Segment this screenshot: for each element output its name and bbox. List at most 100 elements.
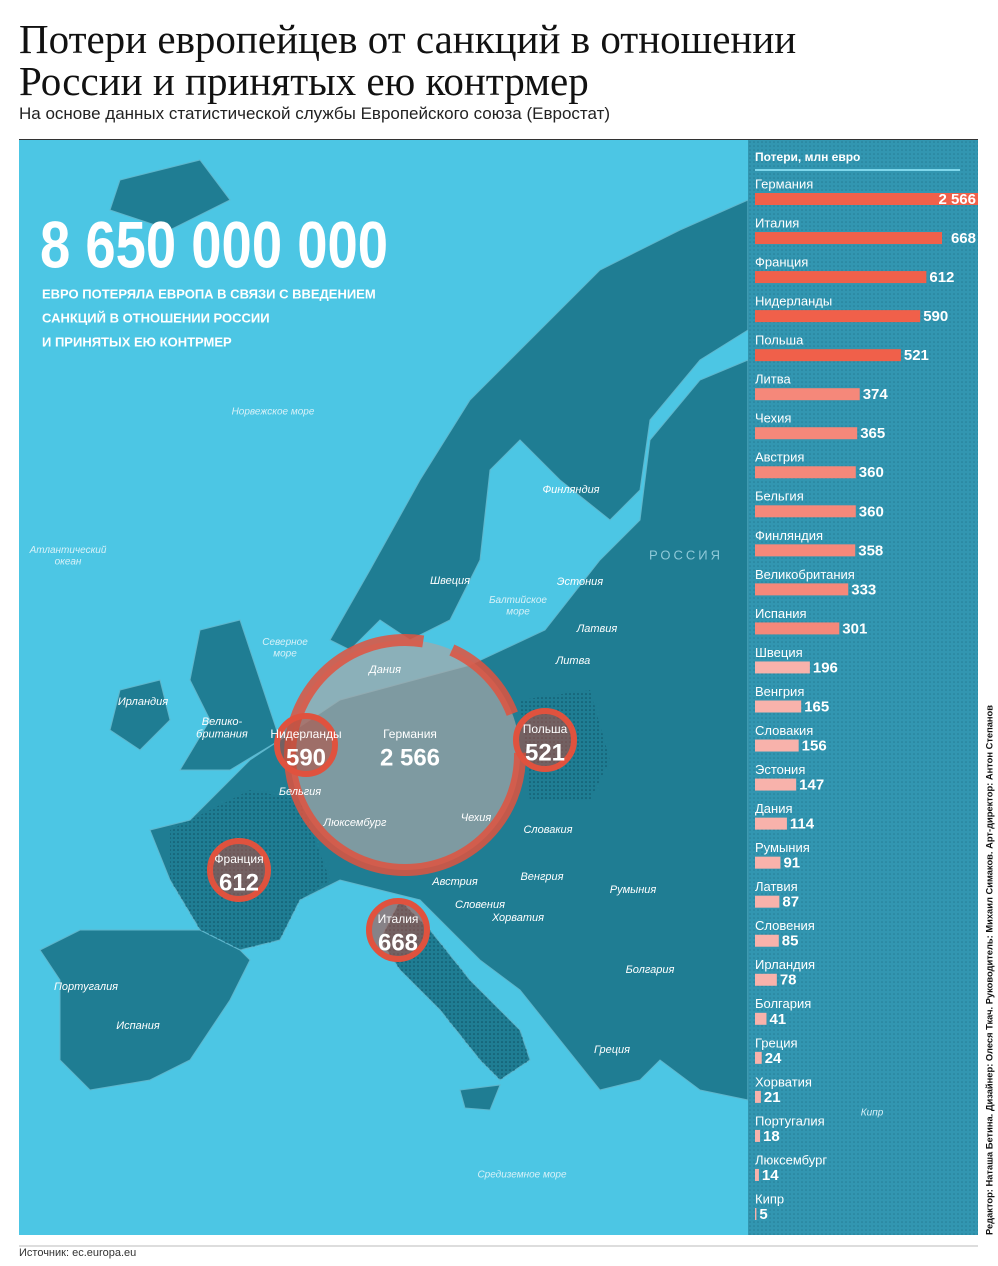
category-label: Австрия: [755, 450, 804, 465]
bar: [755, 856, 781, 869]
category-label: Кипр: [755, 1191, 784, 1206]
country-label: Болгария: [626, 964, 675, 976]
credits: Редактор: Наташа Бетина. Дизайнер: Олеся…: [984, 705, 994, 1235]
value-label: 156: [802, 738, 827, 755]
category-label: Литва: [755, 372, 792, 387]
value-label: 18: [763, 1128, 780, 1145]
value-label: 196: [813, 659, 838, 676]
value-label: 14: [762, 1167, 779, 1184]
marker-value: 521: [525, 739, 565, 766]
category-label: Словакия: [755, 723, 813, 738]
bar: [755, 1168, 759, 1181]
category-label: Словения: [755, 918, 815, 933]
chart-title: Потери, млн евро: [755, 150, 860, 164]
bar: [755, 232, 943, 245]
bar: [755, 583, 849, 596]
value-label: 85: [782, 933, 799, 950]
category-label: Италия: [755, 215, 799, 230]
source: Источник: ec.europa.eu: [19, 1247, 137, 1259]
bar: [755, 622, 840, 635]
value-label: 2 566: [938, 191, 976, 208]
country-label: Латвия: [576, 623, 618, 635]
category-label: Ирландия: [755, 957, 815, 972]
country-label: Швеция: [430, 575, 470, 587]
bar: [755, 349, 901, 362]
marker-ring: [207, 838, 271, 902]
marker-ring: [366, 898, 430, 962]
bar: [755, 661, 810, 674]
value-label: 333: [851, 581, 876, 598]
value-label: 301: [842, 620, 867, 637]
sea-label: Балтийское море: [489, 595, 547, 618]
category-label: Греция: [755, 1035, 798, 1050]
bar: [755, 388, 860, 401]
marker-ring: [274, 713, 338, 777]
marker-name: Франция: [214, 852, 263, 866]
category-label: Хорватия: [755, 1074, 812, 1089]
country-label: Люксембург: [323, 817, 387, 829]
category-label: Болгария: [755, 996, 811, 1011]
category-label: Великобритания: [755, 567, 855, 582]
value-label: 24: [765, 1050, 782, 1067]
category-label: Финляндия: [755, 528, 823, 543]
country-label: Испания: [116, 1020, 160, 1032]
country-label: Кипр: [861, 1108, 884, 1119]
marker-name: Германия: [383, 727, 437, 741]
sea-label: Средиземное море: [477, 1170, 567, 1181]
value-label: 358: [858, 542, 883, 559]
country-label: Австрия: [431, 876, 478, 888]
category-label: Эстония: [755, 762, 805, 777]
sea-label: Атлантический океан: [29, 545, 107, 568]
value-label: 147: [799, 777, 824, 794]
value-label: 78: [780, 972, 797, 989]
value-label: 41: [769, 1011, 786, 1028]
value-label: 21: [764, 1089, 781, 1106]
value-label: 521: [904, 347, 929, 364]
bar: [755, 505, 856, 518]
bar: [755, 544, 856, 557]
bar: [755, 817, 787, 830]
marker-name: Нидерланды: [270, 727, 341, 741]
headline-caption: САНКЦИЙ В ОТНОШЕНИИ РОССИИ: [42, 310, 270, 325]
bar: [755, 895, 780, 908]
value-label: 360: [859, 464, 884, 481]
category-label: Чехия: [755, 411, 791, 426]
country-label: Эстония: [557, 576, 603, 588]
country-label: РОССИЯ: [649, 547, 723, 562]
headline-number: 8 650 000 000: [40, 207, 388, 281]
marker-name: Польша: [523, 722, 568, 736]
bars: [755, 193, 978, 1220]
country-label: Румыния: [610, 884, 657, 896]
marker-value: 590: [286, 744, 326, 771]
rule: [19, 139, 978, 140]
value-label: 612: [929, 269, 954, 286]
category-label: Бельгия: [755, 489, 804, 504]
headline-caption: И ПРИНЯТЫХ ЕЮ КОНТРМЕР: [42, 334, 232, 349]
marker-value: 668: [378, 929, 418, 956]
country-label: Бельгия: [279, 786, 321, 798]
marker-ring: [513, 708, 577, 772]
bar-chart: Германия 2 566 Италия 668 Франция 612 Нидерлан…: [755, 176, 978, 1223]
bar: [755, 427, 858, 440]
category-label: Люксембург: [755, 1152, 827, 1167]
country-label: Литва: [555, 655, 590, 667]
country-label: Венгрия: [520, 871, 563, 883]
markers: Нидерланды 590 Германия 2 566 Польша 521 Франц…: [207, 708, 577, 962]
bar: [755, 1012, 767, 1025]
country-label: Греция: [594, 1044, 630, 1056]
bar: [755, 778, 797, 791]
category-label: Германия: [755, 176, 813, 191]
bar: [755, 700, 802, 713]
country-label: Португалия: [54, 981, 118, 993]
country-label: Ирландия: [118, 696, 168, 708]
category-label: Румыния: [755, 840, 810, 855]
marker-name: Италия: [378, 912, 419, 926]
sea-label: Норвежское море: [232, 407, 315, 418]
country-label: Финляндия: [542, 484, 599, 496]
category-label: Франция: [755, 255, 808, 270]
category-label: Испания: [755, 606, 807, 621]
bar: [755, 193, 978, 205]
value-label: 668: [951, 230, 976, 247]
